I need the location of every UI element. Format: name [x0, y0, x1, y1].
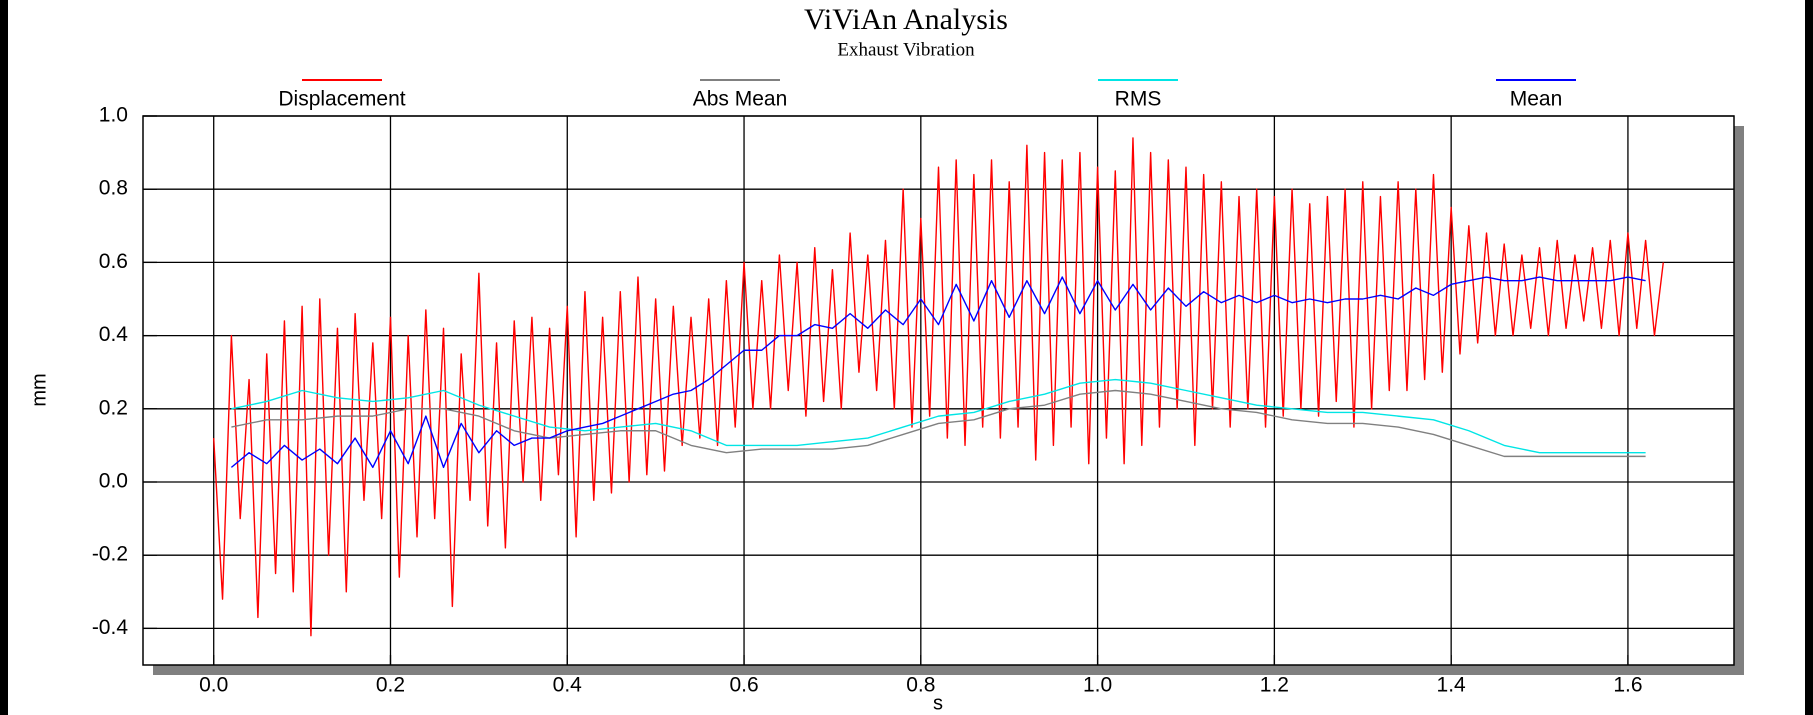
grid: 0.0 0.2 0.4 0.6 0.8 1.0 1.2 1.4 1.6 -0.4 -0.2 0.0 0.… [92, 104, 1734, 697]
chart-title: ViViAn Analysis [804, 3, 1008, 36]
y-tick-label: 0.6 [99, 250, 128, 273]
y-axis-label: mm [28, 373, 50, 406]
x-tick-label: 0.4 [553, 674, 583, 697]
legend-label: RMS [1115, 88, 1162, 111]
x-tick-label: 1.4 [1437, 674, 1467, 697]
y-tick-label: 0.0 [99, 470, 128, 493]
x-axis-label: s [933, 692, 943, 714]
x-tick-label: 0.0 [199, 674, 228, 697]
x-tick-label: 1.6 [1613, 674, 1642, 697]
y-tick-label: -0.4 [92, 616, 129, 639]
y-tick-label: 0.4 [99, 323, 129, 346]
plot-area [142, 115, 1735, 666]
lines [213, 137, 1664, 637]
legend: Displacement Abs Mean RMS Mean [278, 79, 1576, 111]
chart-subtitle: Exhaust Vibration [837, 39, 975, 60]
series-line [231, 389, 1646, 458]
x-tick-label: 0.8 [906, 674, 935, 697]
x-tick-label: 1.0 [1083, 674, 1112, 697]
legend-label: Displacement [278, 88, 405, 111]
series-line [230, 276, 1646, 469]
series-line [213, 137, 1664, 637]
x-tick-label: 0.2 [376, 674, 405, 697]
y-tick-label: 0.2 [99, 396, 128, 419]
y-tick-label: 0.8 [99, 177, 128, 200]
y-tick-label: 1.0 [99, 104, 128, 127]
y-tick-label: -0.2 [92, 543, 128, 566]
x-tick-label: 1.2 [1260, 674, 1289, 697]
legend-label: Abs Mean [693, 88, 788, 111]
legend-label: Mean [1510, 88, 1563, 111]
x-tick-label: 0.6 [729, 674, 758, 697]
series-line [231, 378, 1646, 454]
